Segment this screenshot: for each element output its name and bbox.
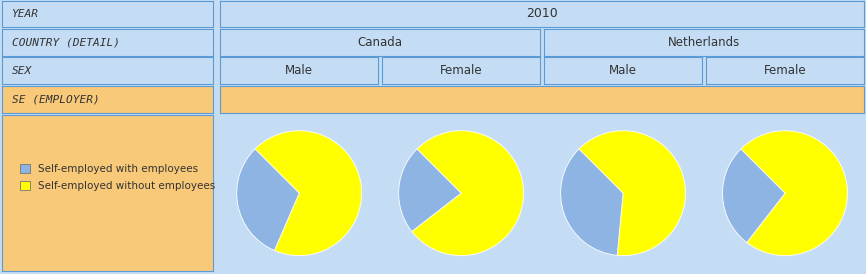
Text: SEX: SEX bbox=[12, 66, 33, 76]
Text: Female: Female bbox=[440, 64, 482, 77]
Wedge shape bbox=[740, 131, 848, 256]
Wedge shape bbox=[236, 149, 300, 250]
Text: COUNTRY (DETAIL): COUNTRY (DETAIL) bbox=[12, 37, 120, 47]
Wedge shape bbox=[255, 131, 362, 256]
Text: Netherlands: Netherlands bbox=[668, 36, 740, 49]
Text: 2010: 2010 bbox=[527, 7, 558, 21]
Text: YEAR: YEAR bbox=[12, 9, 39, 19]
Text: Female: Female bbox=[764, 64, 806, 77]
Text: Male: Male bbox=[609, 64, 637, 77]
Text: Male: Male bbox=[285, 64, 313, 77]
Wedge shape bbox=[411, 131, 524, 256]
Wedge shape bbox=[398, 149, 461, 232]
Wedge shape bbox=[560, 149, 624, 255]
Wedge shape bbox=[722, 149, 785, 242]
Text: Canada: Canada bbox=[358, 36, 403, 49]
Wedge shape bbox=[578, 131, 686, 256]
Text: SE (EMPLOYER): SE (EMPLOYER) bbox=[12, 94, 100, 104]
Legend: Self-employed with employees, Self-employed without employees: Self-employed with employees, Self-emplo… bbox=[16, 160, 220, 195]
